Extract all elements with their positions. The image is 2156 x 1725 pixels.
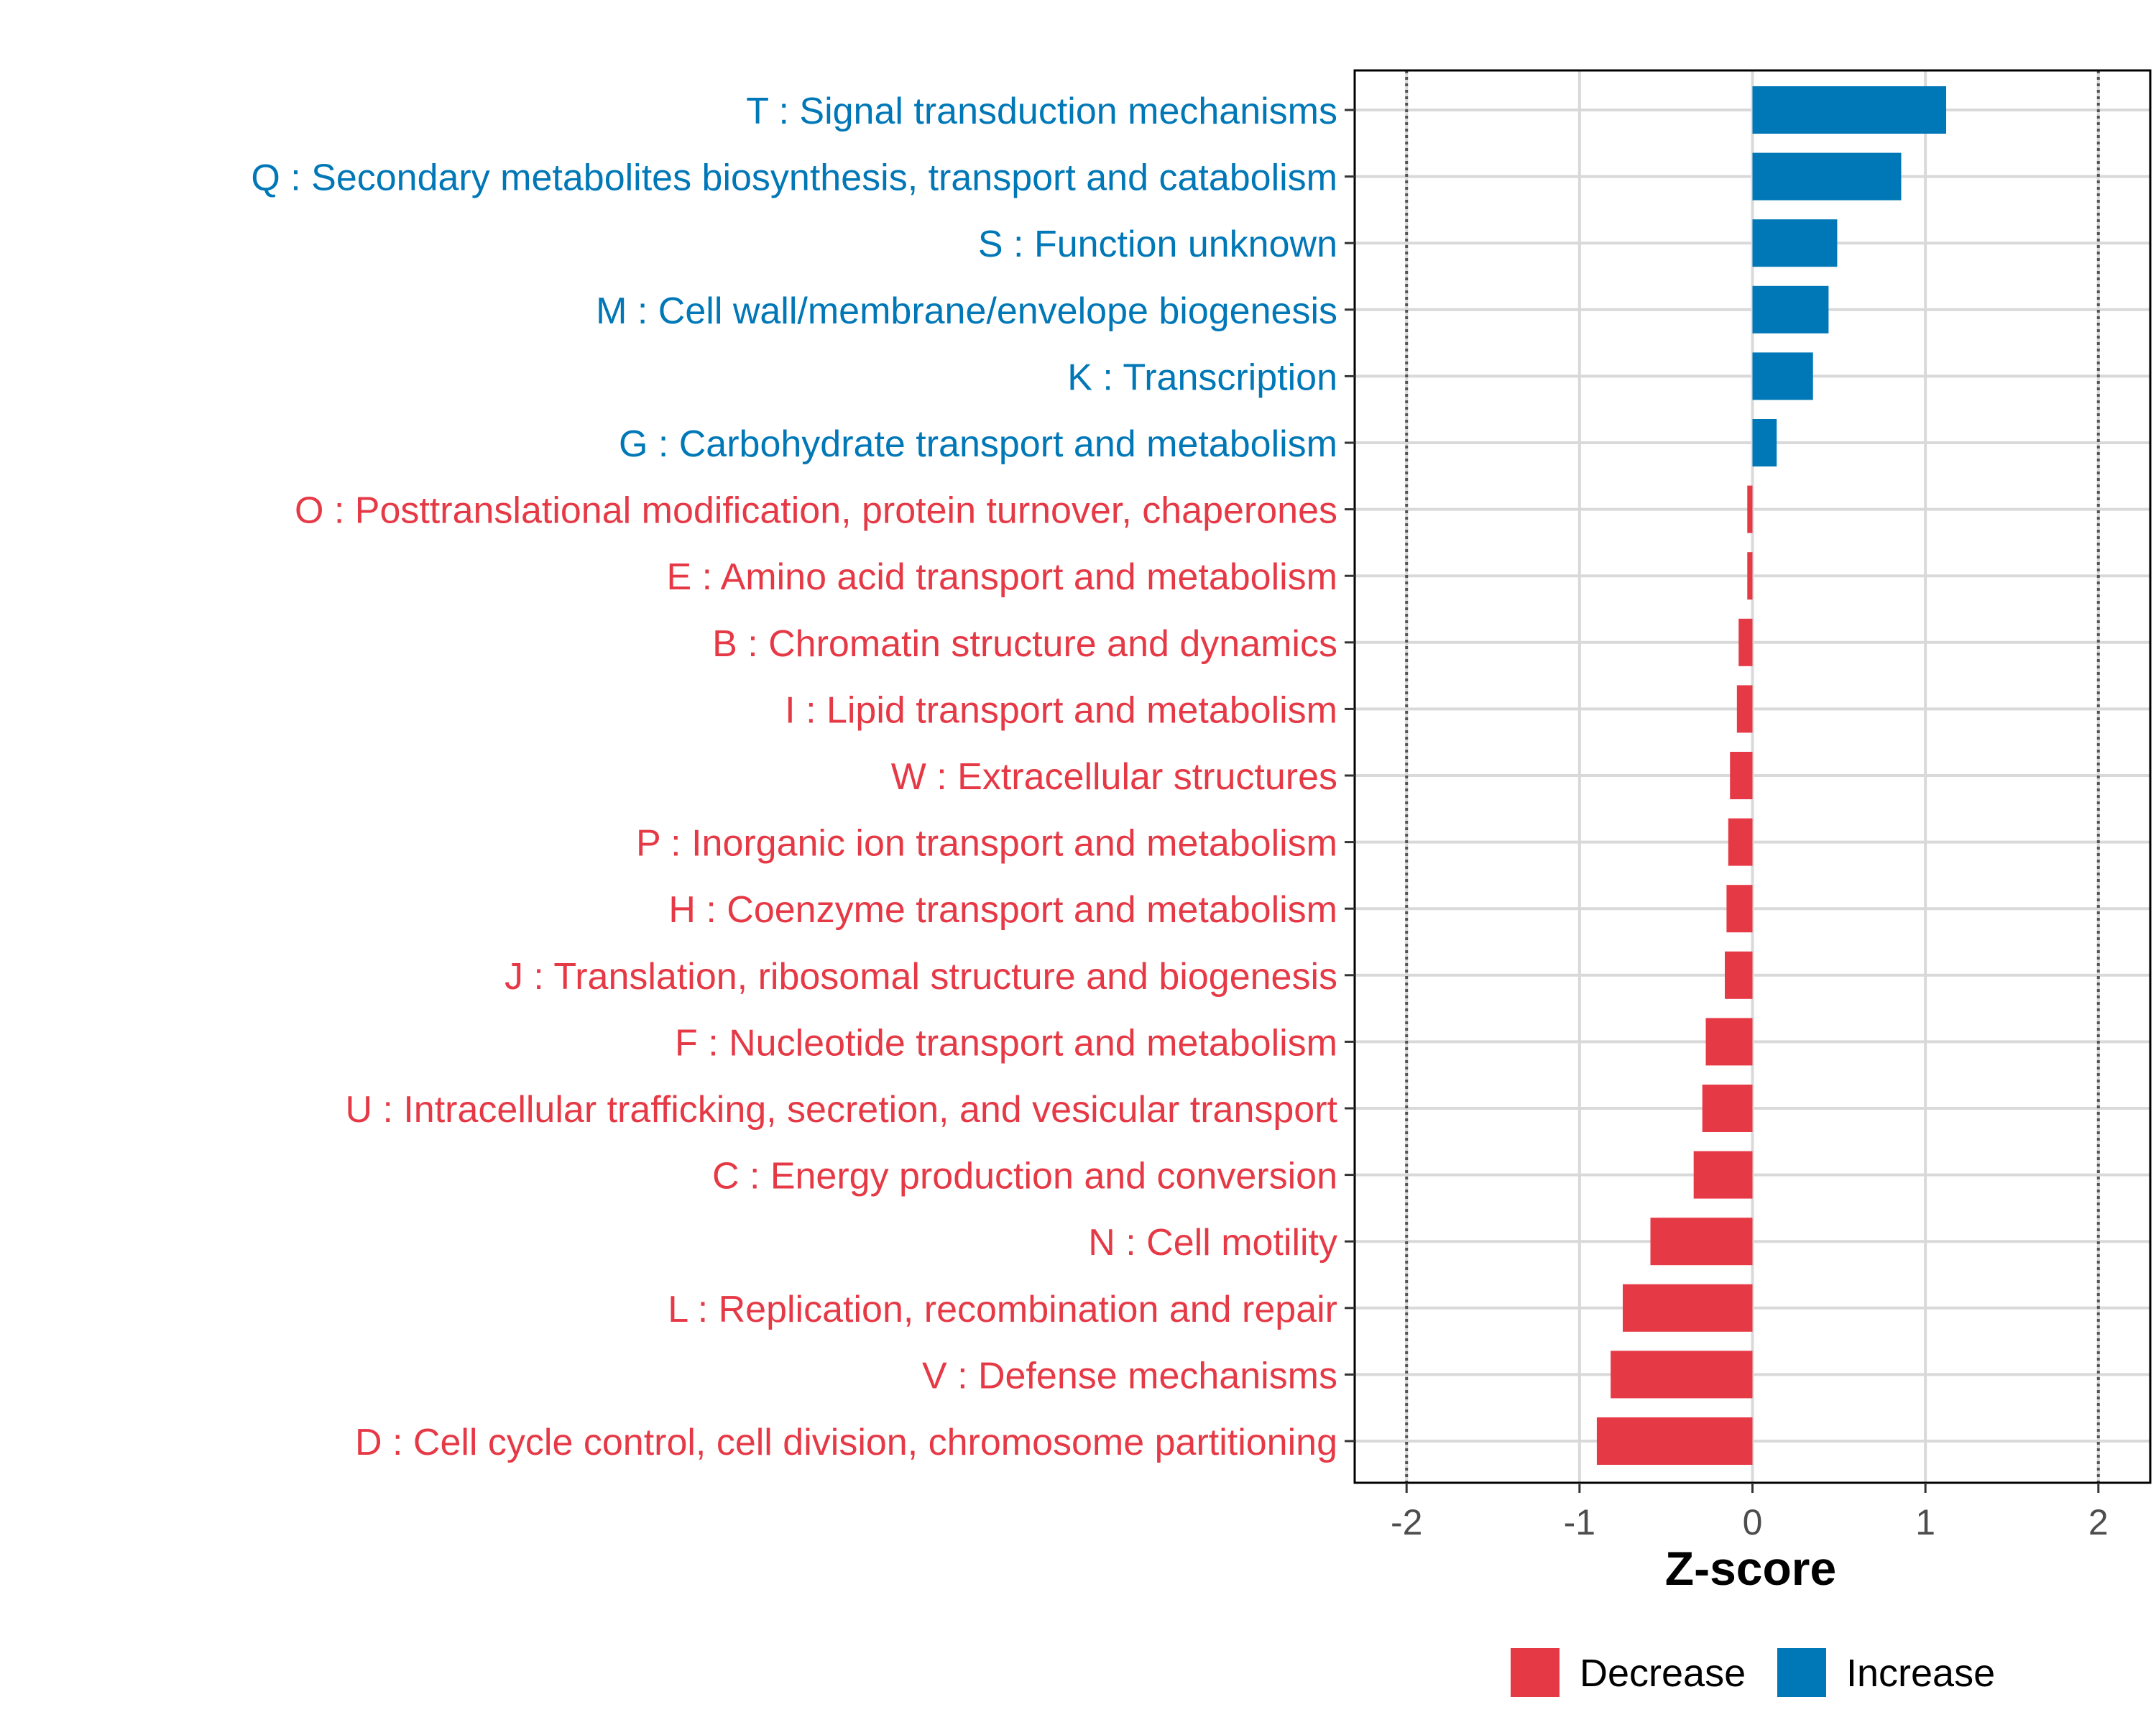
category-label: Q : Secondary metabolites biosynthesis, …	[251, 157, 1337, 199]
category-label: P : Inorganic ion transport and metaboli…	[636, 823, 1337, 865]
category-label: M : Cell wall/membrane/envelope biogenes…	[596, 290, 1337, 332]
category-label: L : Replication, recombination and repai…	[668, 1289, 1337, 1330]
category-label: C : Energy production and conversion	[712, 1156, 1337, 1197]
x-tick-label: 2	[2088, 1502, 2109, 1542]
bar	[1747, 485, 1753, 533]
legend-label: Increase	[1846, 1652, 1995, 1695]
bar	[1728, 818, 1753, 866]
bar	[1702, 1085, 1753, 1132]
category-label: N : Cell motility	[1088, 1222, 1337, 1264]
category-label: J : Translation, ribosomal structure and…	[505, 956, 1337, 998]
category-label: H : Coenzyme transport and metabolism	[668, 889, 1337, 931]
category-label: E : Amino acid transport and metabolism	[666, 556, 1337, 598]
bar	[1752, 285, 1829, 334]
category-label: D : Cell cycle control, cell division, c…	[355, 1422, 1337, 1463]
bar	[1726, 885, 1753, 933]
bar	[1724, 951, 1753, 999]
legend-swatch	[1511, 1648, 1560, 1697]
bar	[1596, 1417, 1753, 1465]
bar	[1752, 419, 1777, 466]
bar	[1611, 1351, 1753, 1399]
legend-label: Decrease	[1580, 1652, 1746, 1695]
category-label: I : Lipid transport and metabolism	[785, 689, 1337, 731]
bar	[1650, 1218, 1753, 1266]
x-axis: -2 -1 0 1 2	[1391, 1483, 2109, 1542]
bar	[1752, 86, 1947, 134]
category-label: S : Function unknown	[978, 224, 1337, 265]
category-label: F : Nucleotide transport and metabolism	[675, 1022, 1337, 1064]
x-tick-label: -2	[1391, 1502, 1422, 1542]
legend-swatch	[1777, 1648, 1826, 1697]
reference-lines	[1405, 70, 2100, 1483]
bar	[1736, 685, 1753, 733]
bar	[1747, 552, 1753, 600]
bar	[1693, 1151, 1753, 1199]
bar	[1752, 219, 1838, 267]
y-axis: T : Signal transduction mechanisms Q : Se…	[251, 91, 1355, 1463]
bar	[1705, 1018, 1753, 1066]
category-label: K : Transcription	[1067, 356, 1337, 398]
x-axis-title: Z-score	[1665, 1542, 1836, 1595]
bar	[1752, 152, 1902, 201]
x-tick-label: 0	[1743, 1502, 1763, 1542]
category-label: U : Intracellular trafficking, secretion…	[345, 1089, 1337, 1131]
category-label: G : Carbohydrate transport and metabolis…	[619, 423, 1337, 465]
category-label: W : Extracellular structures	[891, 756, 1337, 798]
legend: Decrease Increase	[1511, 1648, 1995, 1697]
bars	[1596, 86, 1947, 1465]
bar	[1623, 1284, 1753, 1332]
bar	[1730, 752, 1753, 799]
bar	[1738, 618, 1753, 666]
category-label: B : Chromatin structure and dynamics	[712, 623, 1337, 665]
category-label: T : Signal transduction mechanisms	[746, 91, 1337, 132]
category-label: O : Posttranslational modification, prot…	[295, 490, 1337, 532]
bar	[1752, 352, 1813, 400]
x-tick-label: 1	[1915, 1502, 1935, 1542]
x-tick-label: -1	[1564, 1502, 1595, 1542]
category-label: V : Defense mechanisms	[922, 1355, 1337, 1397]
